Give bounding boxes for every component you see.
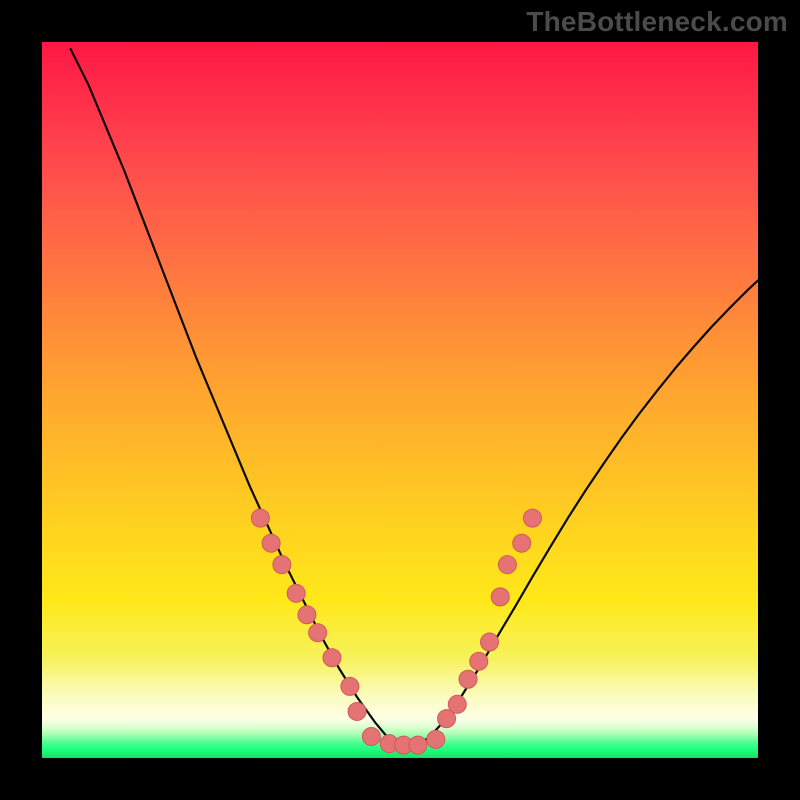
watermark-text: TheBottleneck.com	[526, 6, 788, 38]
plot-background	[42, 42, 758, 758]
chart-stage: TheBottleneck.com	[0, 0, 800, 800]
